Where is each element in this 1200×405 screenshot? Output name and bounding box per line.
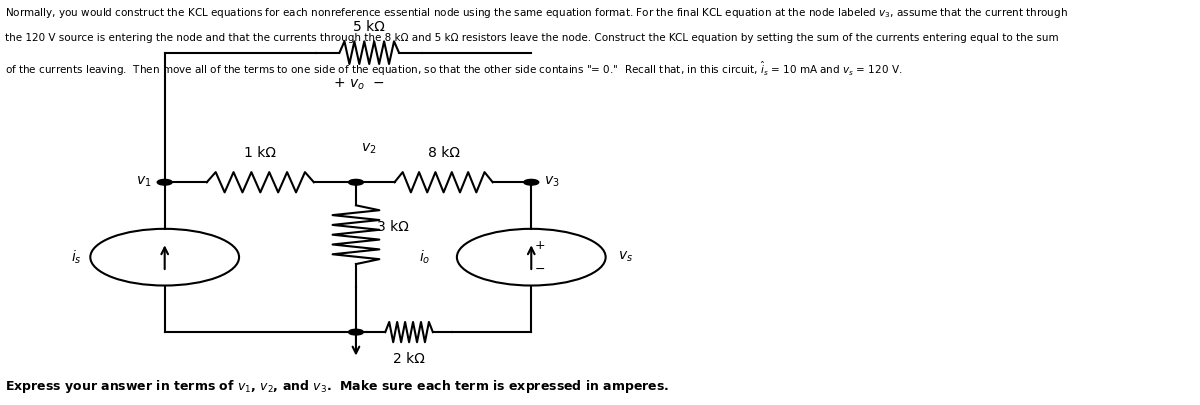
Text: 2 kΩ: 2 kΩ	[394, 352, 425, 367]
Text: −: −	[534, 262, 545, 275]
Text: $v_3$: $v_3$	[544, 175, 559, 190]
Text: Express your answer in terms of $v_1$, $v_2$, and $v_3$.  Make sure each term is: Express your answer in terms of $v_1$, $…	[5, 378, 670, 395]
Text: $i_o$: $i_o$	[419, 249, 431, 266]
Circle shape	[157, 179, 172, 185]
Text: 1 kΩ: 1 kΩ	[245, 146, 276, 160]
Text: $v_s$: $v_s$	[618, 250, 634, 264]
Text: $v_2$: $v_2$	[361, 141, 377, 156]
Text: of the currents leaving.  Then move all of the terms to one side of the equation: of the currents leaving. Then move all o…	[5, 60, 902, 78]
Text: 3 kΩ: 3 kΩ	[377, 220, 409, 234]
Text: 5 kΩ: 5 kΩ	[353, 20, 385, 34]
Circle shape	[348, 329, 364, 335]
Text: 8 kΩ: 8 kΩ	[427, 146, 460, 160]
Text: $v_1$: $v_1$	[137, 175, 152, 190]
Text: +: +	[534, 239, 545, 252]
Text: + $v_o$  −: + $v_o$ −	[332, 77, 384, 92]
Text: the 120 V source is entering the node and that the currents through the 8 kΩ and: the 120 V source is entering the node an…	[5, 33, 1058, 43]
Text: $i_s$: $i_s$	[71, 249, 82, 266]
Text: Normally, you would construct the KCL equations for each nonreference essential : Normally, you would construct the KCL eq…	[5, 6, 1068, 20]
Circle shape	[524, 179, 539, 185]
Circle shape	[348, 179, 364, 185]
